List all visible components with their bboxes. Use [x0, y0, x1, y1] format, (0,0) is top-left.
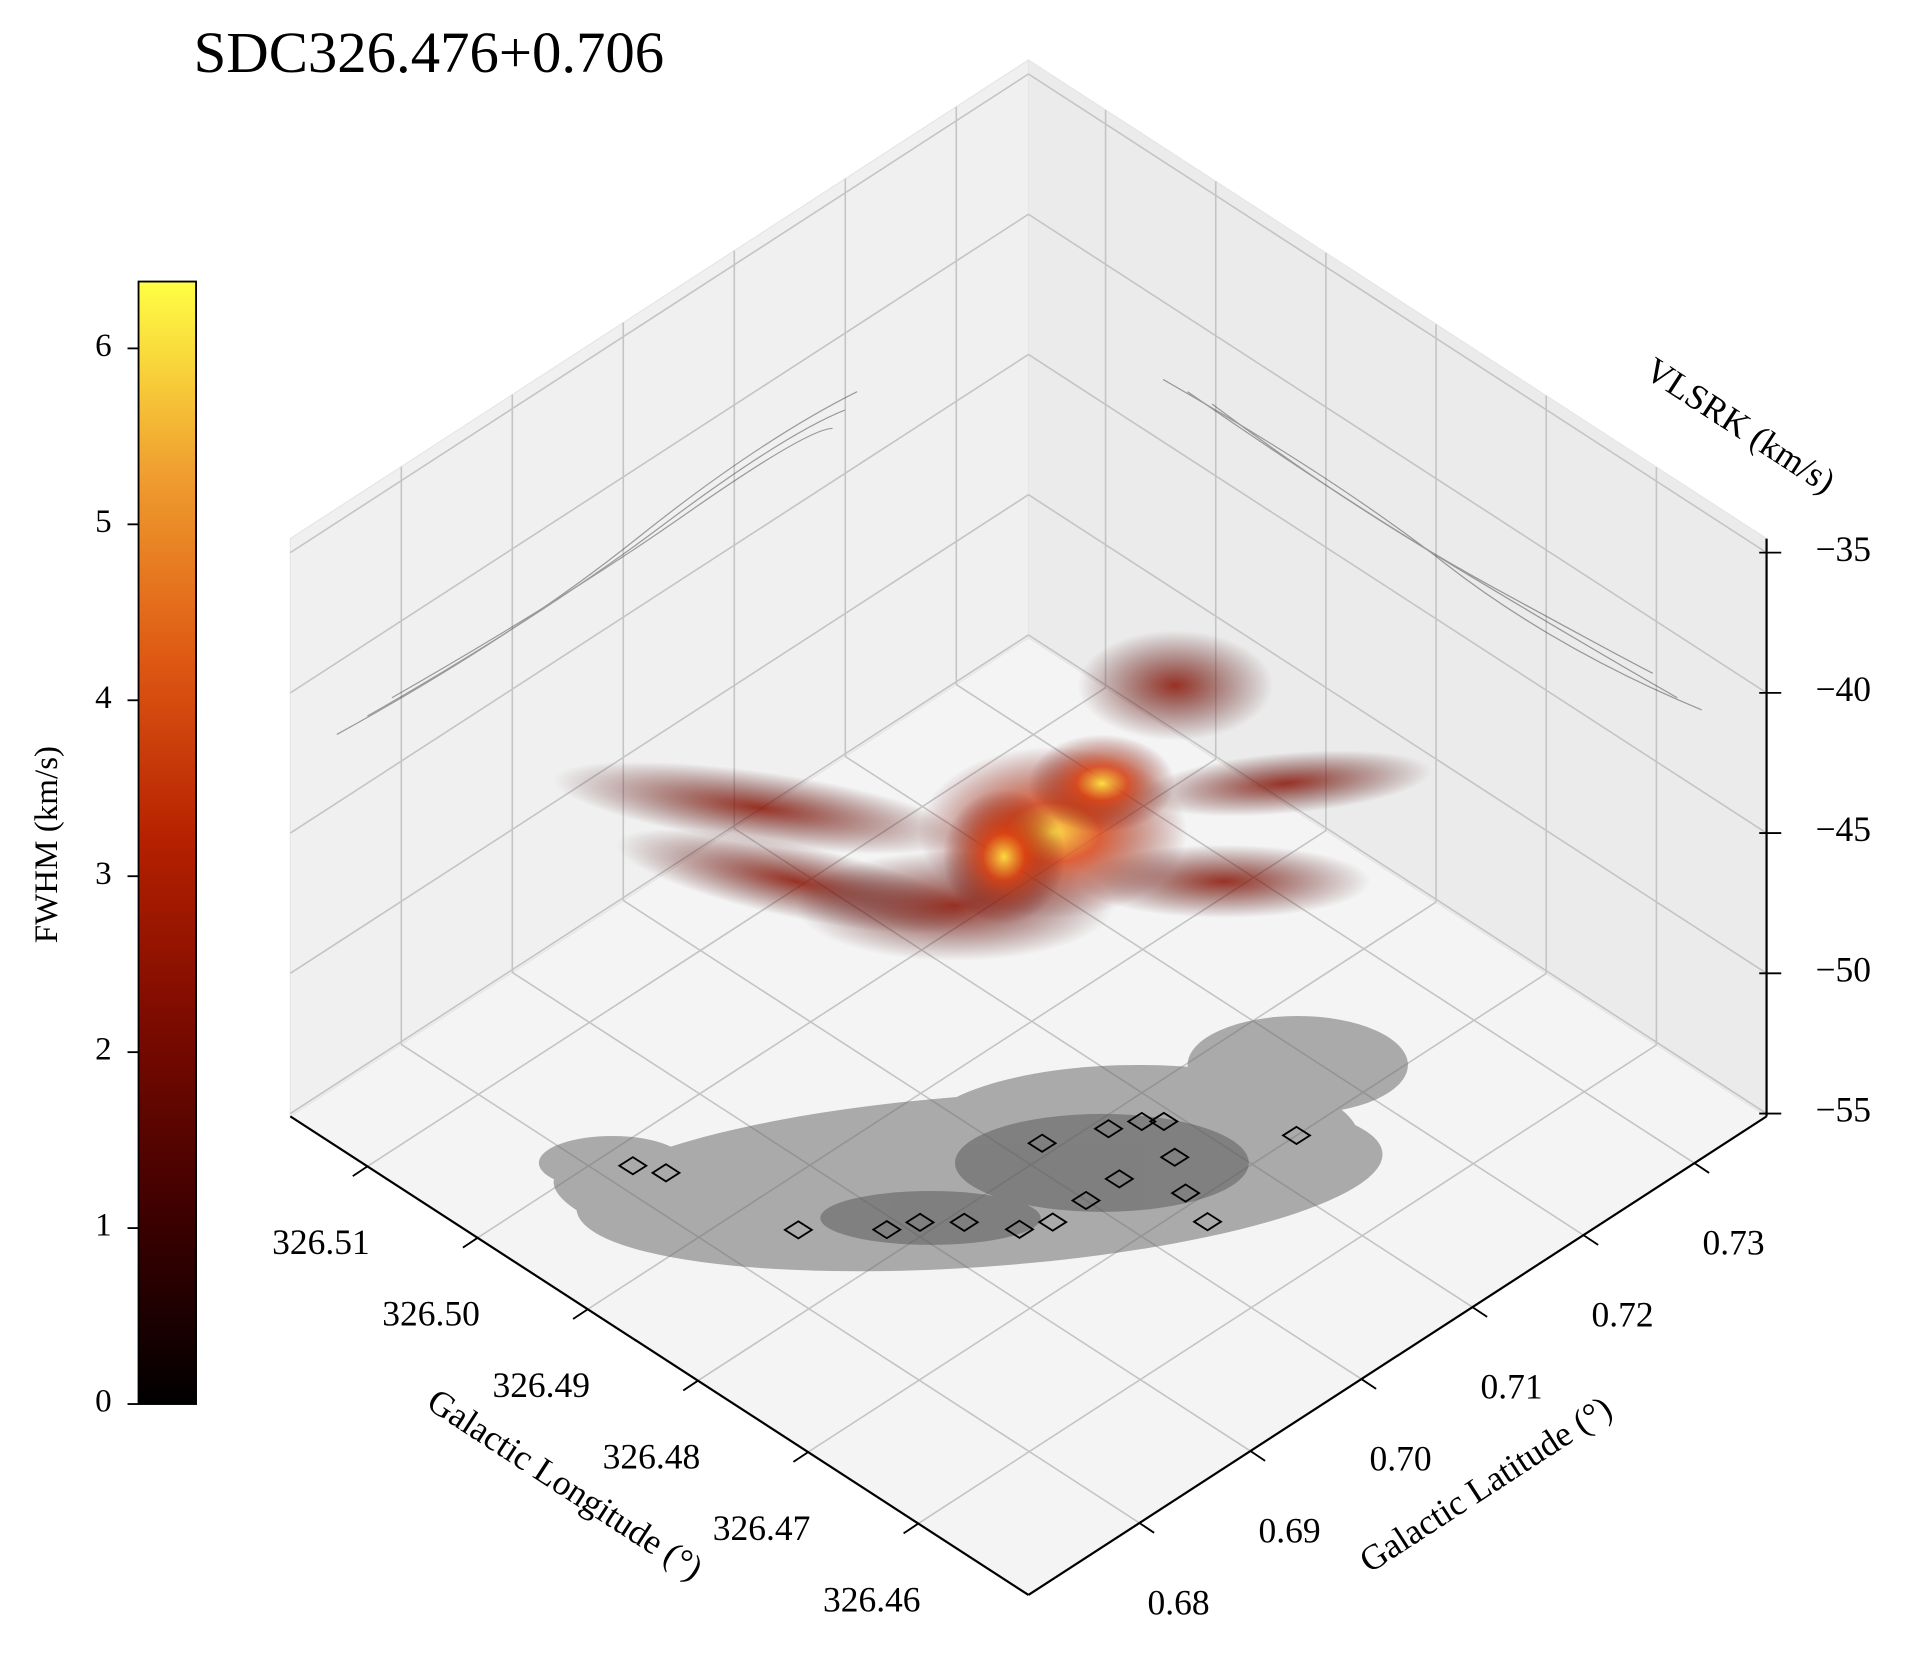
y-tick	[1582, 1234, 1599, 1246]
marker	[1026, 1133, 1058, 1153]
colorbar-tick-label: 6	[95, 328, 112, 364]
grid-line	[1028, 73, 1768, 554]
grid-line	[917, 1044, 1657, 1525]
grid-line	[400, 1043, 1140, 1524]
marker	[1004, 1219, 1035, 1239]
marker	[1159, 1147, 1190, 1167]
y-tick	[1471, 1306, 1488, 1318]
y-tick	[1138, 1522, 1155, 1534]
marker	[617, 1156, 649, 1176]
y-tick-label: 0.69	[1259, 1510, 1321, 1550]
y-tick-label: 0.72	[1592, 1295, 1654, 1335]
x-axis-line	[289, 1115, 1030, 1596]
z-tick-label: −40	[1816, 669, 1872, 709]
y-tick	[1249, 1450, 1266, 1462]
x-tick-label: 326.50	[382, 1294, 480, 1334]
marker	[904, 1212, 936, 1233]
colorbar-tick-label: 4	[95, 680, 112, 716]
colorbar	[137, 280, 197, 1405]
axes: 326.51 326.50 326.49 326.48 326.47 326.46 0.68…	[95, 280, 1872, 1622]
x-tick	[572, 1308, 589, 1320]
chart-title: SDC326.476+0.706	[194, 20, 665, 85]
x-tick	[462, 1237, 479, 1249]
marker	[1093, 1119, 1124, 1139]
wall-projection	[336, 378, 1702, 735]
marker	[1148, 1111, 1180, 1132]
y-tick-label: 0.68	[1148, 1582, 1210, 1622]
y-tick-label: 0.70	[1370, 1438, 1432, 1478]
colorbar-tick-label: 2	[95, 1032, 112, 1068]
marker	[871, 1219, 902, 1240]
grid-line	[289, 213, 1029, 694]
z-tick-label: −45	[1816, 809, 1872, 849]
grid-line	[1028, 353, 1768, 834]
colorbar-tick-label: 0	[95, 1384, 112, 1420]
x-tick	[682, 1379, 699, 1392]
y-tick-label: 0.71	[1481, 1366, 1543, 1406]
x-tick	[792, 1451, 809, 1463]
right-wall-pane	[1027, 58, 1768, 1118]
z-tick-label: −50	[1816, 949, 1872, 989]
grid-line	[289, 73, 1029, 554]
colorbar-tick-label: 1	[95, 1208, 112, 1244]
marker	[783, 1220, 814, 1240]
marker	[949, 1212, 980, 1232]
colorbar-tick-label: 5	[95, 504, 112, 540]
x-tick-label: 326.47	[713, 1508, 811, 1548]
z-tick-label: −35	[1816, 529, 1872, 569]
z-tick-label: −55	[1816, 1090, 1872, 1130]
marker	[1192, 1212, 1223, 1232]
marker	[1104, 1169, 1135, 1189]
y-axis-line	[1027, 1115, 1768, 1596]
marker	[650, 1163, 682, 1183]
x-tick	[903, 1522, 919, 1535]
colorbar-label: FWHM (km/s)	[29, 746, 65, 943]
grid-line	[289, 353, 1029, 834]
x-tick-label: 326.49	[492, 1365, 590, 1405]
marker	[1170, 1183, 1201, 1203]
marker	[1037, 1212, 1068, 1232]
marker	[1281, 1125, 1312, 1146]
y-tick	[1360, 1378, 1377, 1390]
grid-line	[1028, 494, 1768, 974]
x-axis-label: Galactic Longitude (°)	[420, 1380, 710, 1588]
volume-render	[553, 630, 1432, 961]
marker	[1070, 1190, 1102, 1211]
colorbar-tick-label: 3	[95, 856, 112, 892]
x-tick-label: 326.46	[823, 1579, 921, 1619]
grid-line	[1028, 213, 1768, 694]
y-tick	[1693, 1162, 1710, 1174]
marker	[1126, 1111, 1157, 1132]
grid-line	[289, 494, 1029, 974]
x-tick-label: 326.48	[603, 1436, 701, 1476]
y-tick-label: 0.73	[1703, 1223, 1765, 1263]
y-axis-label: Galactic Latitude (°)	[1352, 1388, 1619, 1581]
x-tick-label: 326.51	[272, 1222, 370, 1262]
emission-render	[336, 378, 1702, 1272]
x-tick	[352, 1165, 368, 1177]
